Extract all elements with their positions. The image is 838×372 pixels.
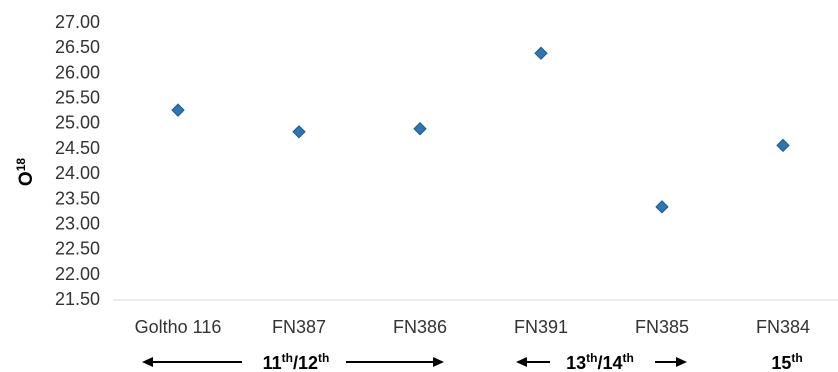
x-tick-label: FN385 — [635, 317, 689, 337]
period-label: 15th — [771, 351, 802, 372]
period-label: 11th/12th — [263, 351, 330, 372]
y-tick-label: 25.50 — [55, 88, 100, 108]
y-axis-label-sup: 18 — [14, 158, 28, 172]
period-sup-2: th — [318, 351, 329, 365]
period-annotation: 11th/12th — [142, 351, 444, 372]
x-tick-label: FN384 — [756, 317, 810, 337]
x-tick-label: FN387 — [272, 317, 326, 337]
data-point — [413, 122, 427, 136]
data-point — [171, 103, 185, 117]
y-tick-label: 22.00 — [55, 264, 100, 284]
period-annotation: 15th — [771, 351, 802, 372]
data-point — [655, 200, 669, 214]
period-label: 13th/14th — [566, 351, 634, 372]
period-arrow-head — [142, 357, 153, 367]
period-base: 13 — [566, 353, 586, 372]
x-axis-ticks: Goltho 116 FN387 FN386 FN391 FN385 FN384 — [135, 317, 810, 337]
period-base-2: 14 — [603, 353, 623, 372]
data-points — [171, 46, 790, 214]
y-tick-label: 22.50 — [55, 239, 100, 259]
x-tick-label: FN391 — [514, 317, 568, 337]
period-sup: th — [791, 351, 802, 365]
period-annotations: 11th/12th 13th/14th 15th — [142, 351, 803, 372]
period-arrow-head — [433, 357, 444, 367]
period-base-2: 12 — [298, 353, 318, 372]
period-sep: / — [293, 353, 298, 372]
y-axis-label-text: O18 — [14, 158, 37, 186]
x-tick-label: Goltho 116 — [135, 317, 222, 337]
period-sup-2: th — [623, 351, 634, 365]
x-tick-label: FN386 — [393, 317, 447, 337]
period-base: 15 — [771, 353, 791, 372]
y-tick-label: 23.50 — [55, 188, 100, 208]
y-tick-label: 24.50 — [55, 138, 100, 158]
period-sep: / — [597, 353, 602, 372]
y-tick-label: 26.00 — [55, 62, 100, 82]
period-arrow-head — [676, 357, 687, 367]
y-tick-label: 21.50 — [55, 289, 100, 309]
data-point — [534, 46, 548, 60]
period-sup: th — [282, 351, 293, 365]
data-point — [292, 125, 306, 139]
y-tick-label: 25.00 — [55, 113, 100, 133]
period-annotation: 13th/14th — [516, 351, 687, 372]
y-tick-label: 23.00 — [55, 213, 100, 233]
y-axis-label-base: O — [16, 171, 37, 186]
y-tick-label: 26.50 — [55, 37, 100, 57]
period-base: 11 — [263, 353, 282, 372]
period-sup: th — [586, 351, 597, 365]
data-point — [776, 138, 790, 153]
y-axis-label: O18 — [14, 158, 37, 186]
y-tick-label: 24.00 — [55, 163, 100, 183]
y-tick-label: 27.00 — [55, 12, 100, 32]
y-axis-ticks: 27.00 26.50 26.00 25.50 25.00 24.50 24.00 23.50… — [55, 12, 100, 309]
period-arrow-head — [516, 357, 527, 367]
